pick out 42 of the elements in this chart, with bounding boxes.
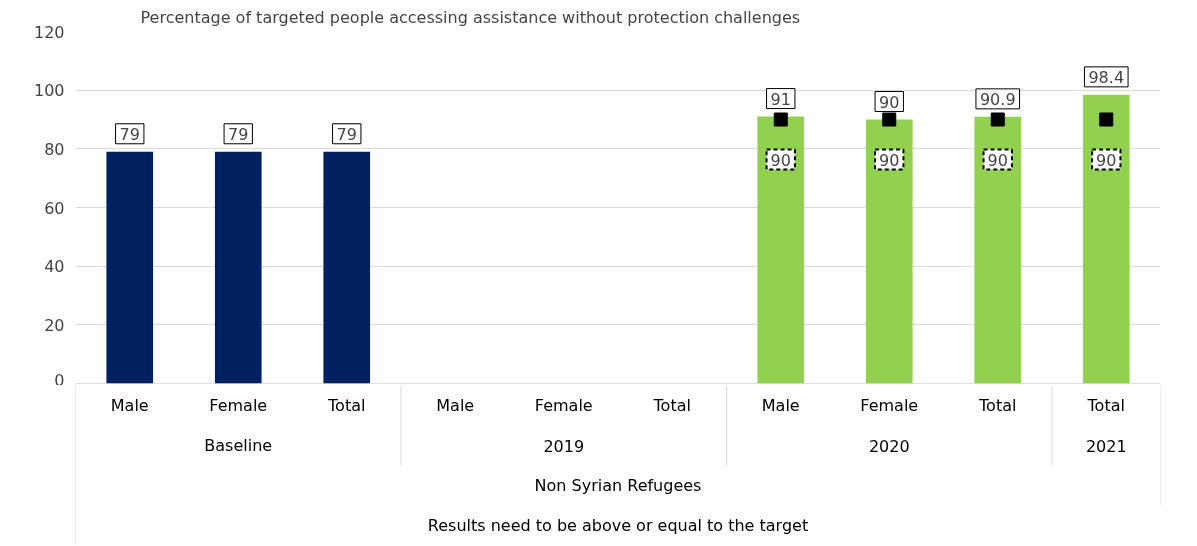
- x-tick-label: Male: [761, 396, 800, 415]
- bar: [757, 116, 805, 384]
- data-label: 90: [879, 150, 900, 170]
- chart-title: Percentage of targeted people accessing assistance without protection challenges: [140, 7, 801, 27]
- data-label: 79: [119, 124, 140, 144]
- text: Non Syrian Refugees: [534, 476, 702, 495]
- x-tick-label: Female: [534, 396, 593, 415]
- y-tick-label: 40: [44, 257, 65, 277]
- x-tick-label: Female: [860, 396, 919, 415]
- x-tick-label: Female: [209, 396, 268, 415]
- x-tick-label: Total: [978, 396, 1017, 415]
- text: Baseline: [204, 436, 273, 455]
- y-tick-label: 60: [44, 198, 65, 218]
- text: Results need to be above or equal to the target: [427, 516, 809, 535]
- data-label: 90: [879, 92, 900, 112]
- x-tick-label: Total: [327, 396, 366, 415]
- data-label: 98.4: [1088, 67, 1125, 87]
- data-label: 90: [987, 150, 1008, 170]
- y-tick-label: 0: [54, 370, 65, 390]
- bar: [974, 116, 1022, 384]
- y-tick-label: 80: [44, 139, 65, 159]
- y-tick-label: 120: [33, 22, 65, 42]
- data-label: 90.9: [979, 89, 1016, 109]
- data-label: 79: [336, 124, 357, 144]
- bar: [865, 119, 913, 384]
- y-tick-label: 20: [44, 315, 65, 335]
- bar: [1082, 94, 1130, 384]
- data-label: 90: [1096, 150, 1117, 170]
- x-tick-label: Total: [652, 396, 691, 415]
- x-tick-label: Male: [436, 396, 475, 415]
- x-tick-label: Male: [110, 396, 149, 415]
- y-tick-label: 100: [33, 81, 65, 101]
- text: 2020: [868, 436, 910, 456]
- bar: [106, 151, 154, 384]
- data-label: 90: [770, 150, 791, 170]
- x-tick-label: Total: [1086, 396, 1125, 415]
- text: 2021: [1085, 436, 1127, 456]
- bar: [323, 151, 371, 384]
- bar: [214, 151, 262, 384]
- data-label: 91: [770, 89, 791, 109]
- text: 2019: [543, 436, 585, 456]
- data-label: 79: [228, 124, 249, 144]
